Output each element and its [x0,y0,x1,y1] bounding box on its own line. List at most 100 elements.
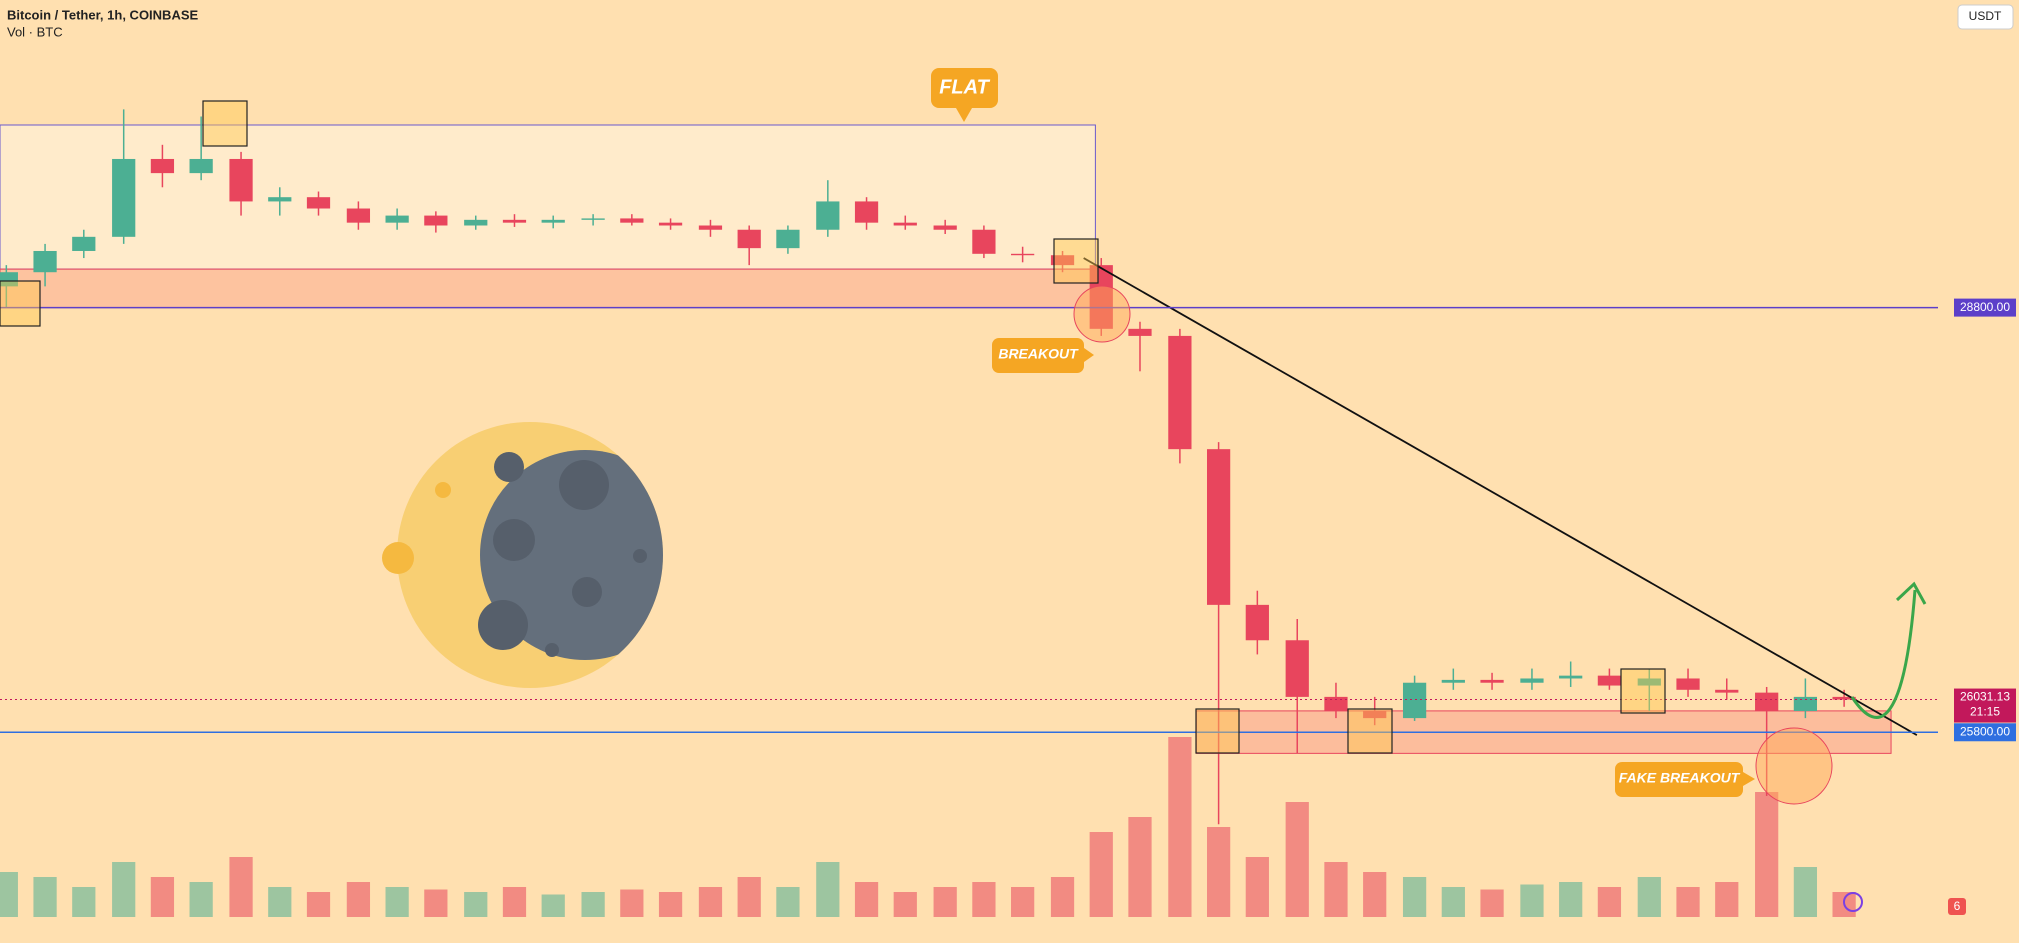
volume-bar [0,872,18,917]
note-bubble [1615,762,1743,797]
volume-bar [1441,887,1465,917]
note-fake-breakout: FAKE BREAKOUT [1619,770,1741,786]
volume-bar [1089,832,1113,917]
candle-body [893,222,917,226]
moon-crater [478,600,528,650]
moon-crater [633,549,647,563]
volume-bar [424,889,448,917]
volume-bar [541,894,565,917]
currency[interactable]: USDT [1969,9,2002,23]
volume-bar [1245,857,1269,917]
level-tag [1954,723,2016,742]
lightning-button[interactable] [1843,892,1863,912]
volume-bar [1206,827,1231,917]
volume-bar [268,887,292,917]
candle-body [268,197,292,202]
moon-crater [572,577,602,607]
volume-bar [1755,792,1779,917]
candle-body [72,236,96,251]
volume-bar [1011,887,1035,917]
volume-bar [816,862,840,917]
volume-bar [1168,737,1192,917]
candle-body [620,218,644,223]
volume-bar [1285,802,1309,917]
candle-body [541,219,565,223]
candle-body [581,218,605,220]
candle-body [698,225,723,230]
candle-body [1793,696,1818,712]
volume-bar [189,882,213,917]
candle-body [150,158,175,174]
candles [0,109,1856,825]
countdown: 21:15 [1970,705,2000,719]
volume-bar [972,882,996,917]
chart-subtitle: Vol · BTC [7,24,63,39]
last-price-label: 26031.13 [1960,690,2010,704]
fake-breakout-circle [1755,727,1833,805]
candle-body [1637,678,1661,686]
moon-crater [545,643,559,657]
volume-bar [385,887,409,917]
highlight-box [1195,708,1240,754]
level-label: 28800.00 [1960,300,2010,314]
candle-body [1480,679,1504,683]
volume-bar [150,877,175,917]
volume-bar [33,877,57,917]
currency-badge[interactable] [1957,4,2014,30]
volume-bar [346,882,371,917]
candle-body [346,208,371,223]
candle-body [33,250,57,273]
volume-bar [502,887,527,917]
candle-body [1206,449,1231,605]
alert-count[interactable]: 6 [1954,899,1961,913]
candle-body [1168,335,1192,450]
highlight-boxes [0,100,1666,754]
candle-body [1324,696,1348,712]
candle-body [933,225,957,230]
volume-bar [72,887,96,917]
note-pointer [1084,348,1094,362]
highlight-box [1053,238,1099,284]
highlight-box [1347,708,1393,754]
moon-crater [435,482,451,498]
moon-crater [494,452,524,482]
volume-bar [1520,884,1544,917]
candle-body [1363,711,1387,719]
volume-bar [1715,882,1739,917]
note-flat: FLAT [939,76,990,98]
level-label: 25800.00 [1960,724,2010,738]
volume-bar [306,892,331,917]
candle-body [816,201,840,230]
highlight-box [202,100,248,147]
note-pointer [1743,772,1755,786]
volume-bar [1324,862,1348,917]
candle-body [1402,682,1427,719]
volume-bar [933,887,957,917]
volume-bar [112,862,136,917]
moon-illustration [382,422,663,688]
candle-body [854,201,879,223]
candle-body [1285,640,1309,697]
volume-bar [893,892,917,917]
volume-bar [737,877,761,917]
candle-body [1050,255,1075,266]
candle-body [424,215,448,226]
candle-body [1755,692,1779,712]
candle-body [1245,604,1269,641]
candle-body [1128,328,1152,336]
candle-body [112,158,136,237]
last-price-tag [1954,688,2016,723]
note-pointer [956,108,972,122]
note-breakout: BREAKOUT [998,346,1079,362]
zone [0,268,1096,309]
note-bubble [992,338,1084,373]
candle-body [189,158,213,174]
zone [0,124,1096,270]
candle-body [1832,696,1856,700]
candle-body [1011,253,1035,256]
volume-bar [1363,872,1387,917]
moon-crater [493,519,535,561]
alert-badge[interactable] [1948,898,1966,915]
volume-bar [658,892,683,917]
volume-bar [581,892,605,917]
